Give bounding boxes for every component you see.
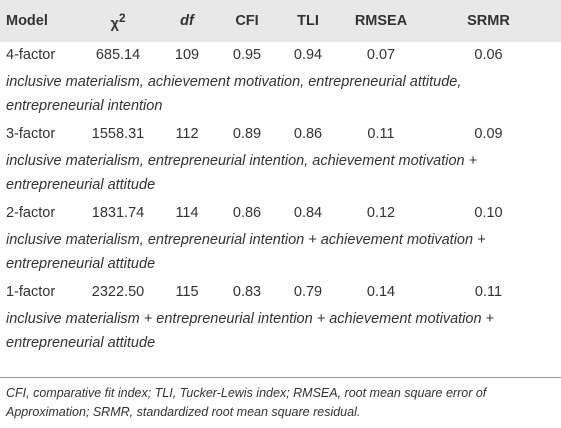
fit-value: 115	[175, 284, 199, 300]
header-cell: TLI	[270, 0, 346, 42]
fit-table: Model χ2 df CFI TLI RMSEA SRMR 4-factor 6…	[0, 0, 561, 358]
header-sup: 2	[118, 10, 126, 25]
fit-value: 0.86	[293, 126, 323, 142]
header-cell: Model	[0, 0, 86, 42]
fit-value: 0.79	[293, 284, 323, 300]
model-name: 2-factor	[6, 205, 56, 221]
fit-value: 0.07	[366, 47, 396, 63]
fit-value: 685.14	[95, 47, 141, 63]
fit-value: 0.11	[474, 284, 503, 300]
fit-value: 0.11	[367, 126, 395, 142]
model-row: 3-factor 1558.31 112 0.89 0.86 0.11 0.09	[0, 121, 561, 147]
header-text: χ	[110, 15, 119, 32]
header-cell: df	[150, 0, 224, 42]
fit-value: 0.89	[232, 126, 262, 142]
fit-value: 0.86	[232, 205, 262, 221]
model-description: inclusive materialism, entrepreneurial i…	[6, 232, 486, 272]
model-name: 1-factor	[6, 284, 56, 300]
fit-value: 0.12	[366, 205, 396, 221]
description-row: inclusive materialism + entrepreneurial …	[0, 305, 561, 358]
fit-value: 1558.31	[91, 126, 145, 142]
fit-value: 112	[175, 126, 199, 142]
fit-value: 114	[175, 205, 199, 221]
fit-value: 1831.74	[91, 205, 145, 221]
fit-value: 0.06	[474, 47, 503, 63]
header-cell: SRMR	[416, 0, 561, 42]
model-row: 2-factor 1831.74 114 0.86 0.84 0.12 0.10	[0, 200, 561, 226]
header-cell: RMSEA	[346, 0, 416, 42]
fit-value: 0.14	[366, 284, 396, 300]
header-cell: χ2	[86, 0, 150, 42]
fit-value: 109	[174, 47, 200, 63]
fit-value: 0.84	[293, 205, 323, 221]
header-cell: CFI	[224, 0, 270, 42]
fit-value: 0.09	[474, 126, 503, 142]
fit-value: 2322.50	[91, 284, 145, 300]
footnote: CFI, comparative fit index; TLI, Tucker-…	[0, 377, 561, 422]
fit-value: 0.94	[293, 47, 323, 63]
fit-value: 0.83	[232, 284, 262, 300]
model-description: inclusive materialism, achievement motiv…	[6, 74, 462, 114]
header-row: Model χ2 df CFI TLI RMSEA SRMR	[0, 0, 561, 42]
description-row: inclusive materialism, achievement motiv…	[0, 68, 561, 121]
table-body: 4-factor 685.14 109 0.95 0.94 0.07 0.06 inclusi…	[0, 42, 561, 358]
model-name: 4-factor	[6, 47, 56, 63]
description-row: inclusive materialism, entrepreneurial i…	[0, 226, 561, 279]
model-description: inclusive materialism + entrepreneurial …	[6, 311, 495, 351]
model-row: 4-factor 685.14 109 0.95 0.94 0.07 0.06	[0, 42, 561, 68]
description-row: inclusive materialism, entrepreneurial i…	[0, 147, 561, 200]
fit-value: 0.10	[474, 205, 503, 221]
model-name: 3-factor	[6, 126, 56, 142]
model-description: inclusive materialism, entrepreneurial i…	[6, 153, 478, 193]
model-row: 1-factor 2322.50 115 0.83 0.79 0.14 0.11	[0, 279, 561, 305]
fit-value: 0.95	[232, 47, 262, 63]
